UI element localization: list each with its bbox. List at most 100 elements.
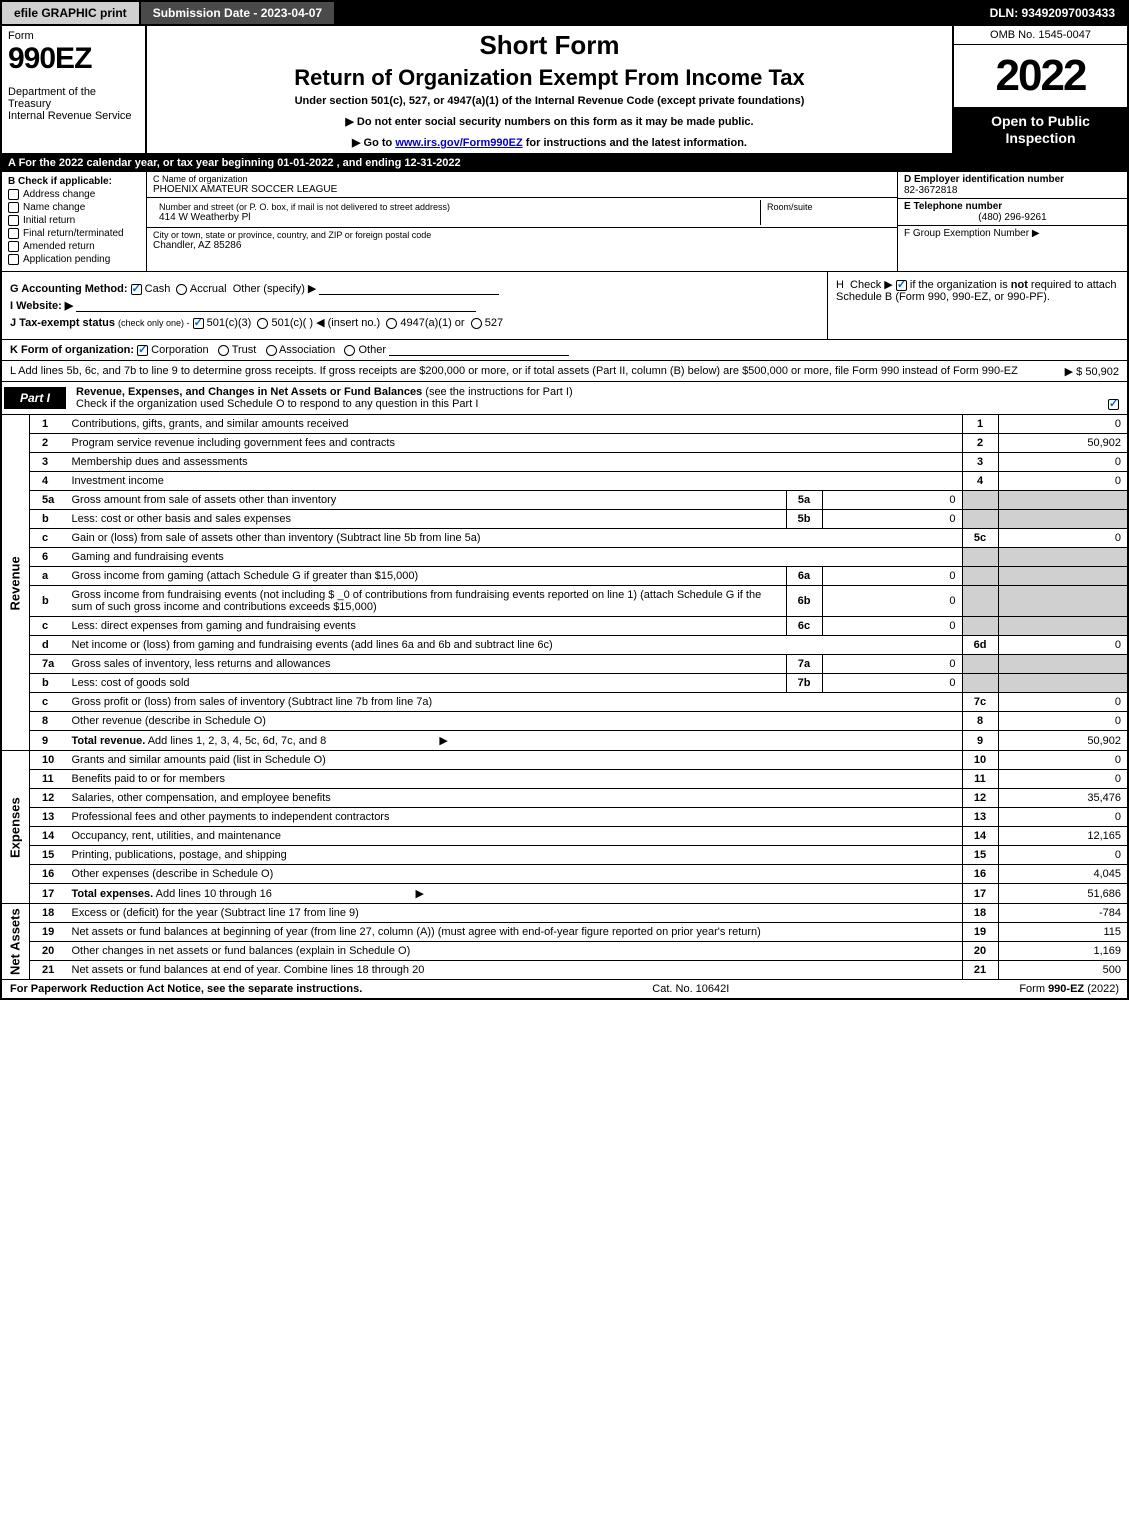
ln6c-sv: 0 xyxy=(822,617,962,636)
chk-label-4: Amended return xyxy=(23,241,95,252)
ln5c-desc: Gain or (loss) from sale of assets other… xyxy=(66,529,963,548)
ln5b-desc: Less: cost or other basis and sales expe… xyxy=(66,510,787,529)
j-label: J Tax-exempt status xyxy=(10,317,115,329)
ln5a-rn xyxy=(962,491,998,510)
chk-label-0: Address change xyxy=(23,189,95,200)
chk-initial-return[interactable] xyxy=(8,215,19,226)
g-label: G Accounting Method: xyxy=(10,283,128,295)
chk-527[interactable] xyxy=(471,318,482,329)
ln20-rv: 1,169 xyxy=(998,942,1128,961)
ln7a-sv: 0 xyxy=(822,655,962,674)
ln10-num: 10 xyxy=(30,751,66,770)
chk-other[interactable] xyxy=(344,345,355,356)
ln4-rv: 0 xyxy=(998,472,1128,491)
ln18-rn: 18 xyxy=(962,904,998,923)
ln6a-sn: 6a xyxy=(786,567,822,586)
ln4-desc: Investment income xyxy=(66,472,963,491)
k-assoc: Association xyxy=(279,344,335,356)
org-name-label: C Name of organization xyxy=(153,174,891,184)
room-label: Room/suite xyxy=(767,202,885,212)
chk-4947[interactable] xyxy=(386,318,397,329)
col-c-org-info: C Name of organization PHOENIX AMATEUR S… xyxy=(147,172,897,271)
footer-right-post: (2022) xyxy=(1084,983,1119,995)
ln13-desc: Professional fees and other payments to … xyxy=(66,808,963,827)
row-l: L Add lines 5b, 6c, and 7b to line 9 to … xyxy=(0,361,1129,382)
ln14-desc: Occupancy, rent, utilities, and maintena… xyxy=(66,827,963,846)
tax-year: 2022 xyxy=(954,45,1127,107)
chk-address-change[interactable] xyxy=(8,189,19,200)
footer-right-bold: 990-EZ xyxy=(1048,983,1084,995)
ln19-rn: 19 xyxy=(962,923,998,942)
ln14-rn: 14 xyxy=(962,827,998,846)
ln5c-num: c xyxy=(30,529,66,548)
under-section: Under section 501(c), 527, or 4947(a)(1)… xyxy=(157,95,942,107)
ln5b-num: b xyxy=(30,510,66,529)
ln7c-rv: 0 xyxy=(998,693,1128,712)
ln6b-num: b xyxy=(30,586,66,617)
line-j: J Tax-exempt status (check only one) - 5… xyxy=(10,316,819,329)
ln10-rn: 10 xyxy=(962,751,998,770)
ln16-desc: Other expenses (describe in Schedule O) xyxy=(66,865,963,884)
j-insert: ◀ (insert no.) xyxy=(316,317,380,329)
part1-title-bold: Revenue, Expenses, and Changes in Net As… xyxy=(76,386,422,398)
col-b-title: B Check if applicable: xyxy=(8,176,140,187)
chk-assoc[interactable] xyxy=(266,345,277,356)
chk-trust[interactable] xyxy=(218,345,229,356)
ln7b-rn xyxy=(962,674,998,693)
ln7b-sn: 7b xyxy=(786,674,822,693)
part1-sub: (see the instructions for Part I) xyxy=(425,386,572,398)
part1-table: Revenue 1 Contributions, gifts, grants, … xyxy=(0,415,1129,980)
open-to-public: Open to Public Inspection xyxy=(954,107,1127,153)
form-header: Form 990EZ Department of the Treasury In… xyxy=(0,26,1129,155)
chk-part1-scho[interactable] xyxy=(1108,399,1119,410)
ln16-num: 16 xyxy=(30,865,66,884)
chk-label-5: Application pending xyxy=(23,254,110,265)
ln11-rv: 0 xyxy=(998,770,1128,789)
goto-line: ▶ Go to www.irs.gov/Form990EZ for instru… xyxy=(157,136,942,149)
omb-number: OMB No. 1545-0047 xyxy=(954,26,1127,45)
ln16-rn: 16 xyxy=(962,865,998,884)
dept-treasury: Department of the Treasury xyxy=(8,86,139,110)
submission-date: Submission Date - 2023-04-07 xyxy=(141,2,336,24)
part1-header: Part I Revenue, Expenses, and Changes in… xyxy=(0,382,1129,415)
ln8-rv: 0 xyxy=(998,712,1128,731)
col-d-ids: D Employer identification number 82-3672… xyxy=(897,172,1127,271)
no-ssn-warning: ▶ Do not enter social security numbers o… xyxy=(157,115,942,128)
chk-application-pending[interactable] xyxy=(8,254,19,265)
chk-501c[interactable] xyxy=(257,318,268,329)
chk-label-3: Final return/terminated xyxy=(23,228,124,239)
ln12-desc: Salaries, other compensation, and employ… xyxy=(66,789,963,808)
chk-h[interactable] xyxy=(896,280,907,291)
chk-cash[interactable] xyxy=(131,284,142,295)
part1-label: Part I xyxy=(4,387,66,409)
chk-corp[interactable] xyxy=(137,345,148,356)
ln8-num: 8 xyxy=(30,712,66,731)
chk-amended-return[interactable] xyxy=(8,241,19,252)
header-center: Short Form Return of Organization Exempt… xyxy=(147,26,952,153)
ln6c-desc: Less: direct expenses from gaming and fu… xyxy=(66,617,787,636)
tel-label: E Telephone number xyxy=(904,201,1121,212)
chk-name-change[interactable] xyxy=(8,202,19,213)
ln8-rn: 8 xyxy=(962,712,998,731)
org-address: 414 W Weatherby Pl xyxy=(159,212,754,223)
ln6-rn xyxy=(962,548,998,567)
ln11-num: 11 xyxy=(30,770,66,789)
ln7b-desc: Less: cost of goods sold xyxy=(66,674,787,693)
ln5b-rn xyxy=(962,510,998,529)
ln14-num: 14 xyxy=(30,827,66,846)
chk-label-1: Name change xyxy=(23,202,85,213)
ln11-desc: Benefits paid to or for members xyxy=(66,770,963,789)
col-b-checkboxes: B Check if applicable: Address change Na… xyxy=(2,172,147,271)
ln13-rv: 0 xyxy=(998,808,1128,827)
chk-accrual[interactable] xyxy=(176,284,187,295)
ln7b-rv xyxy=(998,674,1128,693)
irs-link[interactable]: www.irs.gov/Form990EZ xyxy=(395,137,522,149)
chk-501c3[interactable] xyxy=(193,318,204,329)
ln6b-sv: 0 xyxy=(822,586,962,617)
chk-final-return[interactable] xyxy=(8,228,19,239)
ln7a-sn: 7a xyxy=(786,655,822,674)
ln12-num: 12 xyxy=(30,789,66,808)
ln7a-rn xyxy=(962,655,998,674)
ln5a-sn: 5a xyxy=(786,491,822,510)
efile-print-button[interactable]: efile GRAPHIC print xyxy=(2,2,141,24)
